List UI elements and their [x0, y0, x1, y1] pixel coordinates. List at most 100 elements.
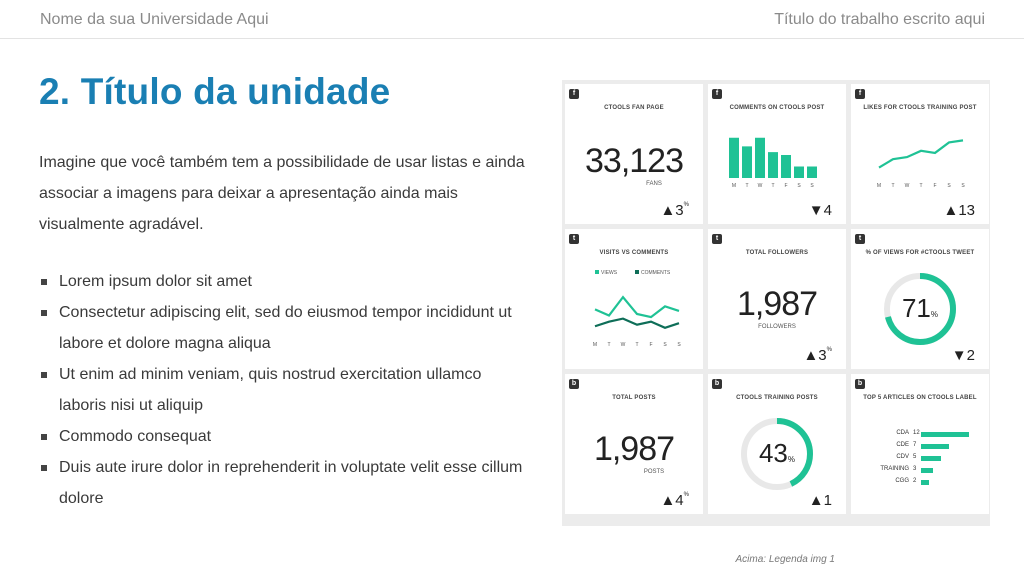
- article-bar: [921, 432, 969, 437]
- day-tick-label: S: [947, 183, 951, 189]
- comments-delta: ▼4: [808, 202, 832, 219]
- article-count: 2: [913, 478, 917, 484]
- day-tick-label: S: [797, 183, 801, 189]
- ring-progress: [741, 418, 813, 490]
- views-line: [594, 295, 680, 319]
- slide-header: Nome da sua Universidade Aqui Título do …: [0, 0, 1024, 39]
- article-count: 12: [913, 430, 920, 436]
- panel-training-posts: b CTOOLS TRAINING POSTS 43% ▲1: [708, 374, 846, 514]
- intro-paragraph: Imagine que você também tem a possibilid…: [39, 154, 525, 233]
- twitter-icon: t: [855, 234, 865, 244]
- posts-label: POSTS: [643, 469, 665, 475]
- legend-comments: COMMENTS: [635, 270, 670, 276]
- followers-count: 1,987: [736, 285, 818, 323]
- panel-title: CTOOLS FAN PAGE: [604, 105, 664, 111]
- panel-title: TOTAL FOLLOWERS: [745, 250, 809, 256]
- day-tick-label: W: [621, 342, 626, 348]
- comments-bar: [781, 155, 791, 178]
- panel-followers: t TOTAL FOLLOWERS 1,987 FOLLOWERS ▲3%: [708, 229, 846, 369]
- posts-count: 1,987: [593, 430, 675, 468]
- likes-delta: ▲13: [943, 202, 975, 219]
- day-tick-label: M: [877, 183, 881, 189]
- day-tick-label: T: [919, 183, 922, 189]
- panel-top-articles: b TOP 5 ARTICLES ON CTOOLS LABEL CDA 12 CD…: [851, 374, 989, 514]
- article-bar: [921, 456, 941, 461]
- facebook-icon: f: [712, 89, 722, 99]
- day-tick-label: T: [891, 183, 894, 189]
- fan-delta: ▲3%: [660, 202, 689, 219]
- facebook-icon: f: [855, 89, 865, 99]
- day-tick-label: T: [771, 183, 774, 189]
- blog-icon: b: [712, 379, 722, 389]
- training-posts-ring: [741, 418, 813, 490]
- fan-count: 33,123: [585, 142, 684, 180]
- day-tick-label: S: [677, 342, 681, 348]
- day-tick-label: F: [649, 342, 652, 348]
- facebook-icon: f: [569, 89, 579, 99]
- bullet-item: Consectetur adipiscing elit, sed do eius…: [39, 297, 529, 359]
- panel-total-posts: b TOTAL POSTS 1,987 POSTS ▲4%: [565, 374, 703, 514]
- day-tick-label: S: [663, 342, 667, 348]
- day-tick-label: S: [810, 183, 814, 189]
- bullet-item: Lorem ipsum dolor sit amet: [39, 266, 529, 297]
- panel-title: TOP 5 ARTICLES ON CTOOLS LABEL: [863, 395, 977, 401]
- tweet-views-delta: ▼2: [951, 347, 975, 364]
- article-count: 7: [913, 442, 917, 448]
- day-tick-label: S: [961, 183, 965, 189]
- panel-title: LIKES FOR CTOOLS TRAINING POST: [863, 105, 977, 111]
- comments-bar: [768, 152, 778, 178]
- day-tick-label: F: [933, 183, 936, 189]
- panel-fan-page: f CTOOLS FAN PAGE 33,123 FANS ▲3%: [565, 84, 703, 224]
- comments-bar: [807, 166, 817, 178]
- legend-views: VIEWS: [595, 270, 617, 276]
- bullet-list: Lorem ipsum dolor sit amet Consectetur a…: [39, 266, 529, 514]
- twitter-icon: t: [712, 234, 722, 244]
- panel-comments: f COMMENTS ON CTOOLS POST M T W T F S S ▼4: [708, 84, 846, 224]
- twitter-icon: t: [569, 234, 579, 244]
- blog-icon: b: [855, 379, 865, 389]
- comments-bar: [755, 137, 765, 178]
- panel-visits: t VISITS VS COMMENTS VIEWS COMMENTS M T W T…: [565, 229, 703, 369]
- article-label: CDE: [896, 442, 909, 448]
- work-title: Título do trabalho escrito aqui: [774, 11, 985, 28]
- dashboard-footer-strip: [562, 526, 990, 538]
- panel-title: CTOOLS TRAINING POSTS: [736, 395, 818, 401]
- article-bar: [921, 444, 949, 449]
- day-tick-label: M: [593, 342, 597, 348]
- comments-bar: [729, 137, 739, 178]
- likes-line: [878, 139, 964, 169]
- article-label: CGG: [895, 478, 909, 484]
- article-label: CDV: [896, 454, 909, 460]
- blog-icon: b: [569, 379, 579, 389]
- day-tick-label: T: [745, 183, 748, 189]
- article-bar: [921, 468, 933, 473]
- comments-bar: [794, 166, 804, 178]
- panel-tweet-views: t % OF VIEWS FOR #CTOOLS TWEET 71% ▼2: [851, 229, 989, 369]
- day-tick-label: T: [607, 342, 610, 348]
- bullet-item: Commodo consequat: [39, 421, 529, 452]
- day-tick-label: T: [635, 342, 638, 348]
- tweet-views-ring: [884, 273, 956, 345]
- day-tick-label: F: [784, 183, 787, 189]
- day-tick-label: W: [905, 183, 910, 189]
- slide-title: 2. Título da unidade: [39, 71, 391, 112]
- university-name: Nome da sua Universidade Aqui: [40, 11, 269, 28]
- ring-progress: [884, 273, 956, 345]
- panel-title: % OF VIEWS FOR #CTOOLS TWEET: [865, 250, 975, 256]
- article-count: 3: [913, 466, 917, 472]
- posts-delta: ▲4%: [660, 492, 689, 509]
- article-bar: [921, 480, 929, 485]
- panel-title: COMMENTS ON CTOOLS POST: [729, 105, 825, 111]
- panel-likes: f LIKES FOR CTOOLS TRAINING POST M T W T F S S…: [851, 84, 989, 224]
- training-posts-delta: ▲1: [808, 492, 832, 509]
- training-posts-value: 43%: [758, 438, 796, 468]
- article-count: 5: [913, 454, 917, 460]
- comments-line: [594, 317, 680, 329]
- fan-label: FANS: [646, 181, 662, 187]
- day-tick-label: W: [758, 183, 763, 189]
- followers-delta: ▲3%: [803, 347, 832, 364]
- article-label: TRAINING: [880, 466, 909, 472]
